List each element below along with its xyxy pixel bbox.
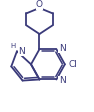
Text: Cl: Cl (69, 60, 78, 69)
Text: N: N (59, 44, 65, 53)
Text: O: O (36, 0, 43, 9)
Text: N: N (18, 47, 25, 56)
Text: H: H (11, 43, 16, 49)
Text: N: N (59, 76, 65, 85)
